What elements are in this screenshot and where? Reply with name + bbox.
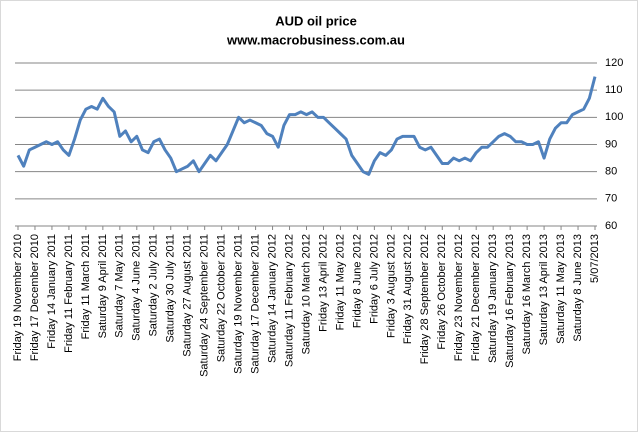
y-tick-label: 120	[605, 57, 623, 69]
x-tick-label: Friday 23 November 2012	[453, 234, 465, 361]
x-tick-label: Friday 14 January 2011	[46, 234, 58, 349]
y-tick-label: 60	[605, 220, 617, 232]
x-tick-label: Saturday 2 July 2011	[148, 234, 160, 337]
x-tick-label: Friday 19 November 2010	[12, 234, 24, 361]
x-tick-label: Saturday 10 March 2012	[300, 234, 312, 354]
x-tick-label: Saturday 11 February 2012	[283, 234, 295, 367]
x-tick-label: Friday 28 September 2012	[419, 234, 431, 364]
x-tick-label: Friday 21 December 2012	[470, 234, 482, 361]
x-tick-label: Friday 3 August 2012	[385, 234, 397, 338]
y-tick-label: 100	[605, 111, 623, 123]
y-tick-label: 70	[605, 193, 617, 205]
x-tick-label: Saturday 9 April 2011	[97, 234, 109, 338]
chart-subtitle: www.macrobusiness.com.au	[226, 32, 405, 47]
x-tick-label: Friday 11 May 2012	[334, 234, 346, 330]
x-tick-label: Saturday 27 August 2011	[182, 234, 194, 357]
x-tick-label: Saturday 19 January 2013	[487, 234, 499, 363]
x-tick-label: Saturday 11 May 2013	[555, 234, 567, 344]
chart-title: AUD oil price	[275, 13, 357, 28]
x-tick-label: Friday 26 October 2012	[436, 234, 448, 350]
x-tick-label: Friday 11 February 2011	[63, 234, 75, 353]
x-tick-label: Saturday 22 October 2011	[216, 234, 228, 362]
y-tick-label: 110	[605, 84, 623, 96]
x-tick-label: Saturday 24 September 2011	[199, 234, 211, 377]
x-tick-label: 5/07/2013	[589, 234, 601, 283]
data-line	[16, 76, 597, 176]
x-tick-label: Saturday 7 May 2011	[114, 234, 126, 338]
x-tick-label: Saturday 16 February 2013	[504, 234, 516, 368]
x-tick-label: Saturday 4 June 2011	[131, 234, 143, 341]
x-tick-label: Friday 11 March 2011	[80, 234, 92, 339]
x-tick-label: Saturday 14 January 2012	[266, 234, 278, 363]
x-tick-label: Friday 13 April 2012	[317, 234, 329, 332]
x-tick-label: Saturday 16 March 2013	[521, 234, 533, 354]
x-tick-label: Saturday 8 June 2013	[572, 234, 584, 342]
x-tick-label: Friday 6 July 2012	[368, 234, 380, 324]
x-tick-label: Saturday 30 July 2011	[165, 234, 177, 343]
y-tick-label: 80	[605, 166, 617, 178]
x-tick-label: Saturday 17 December 2011	[249, 234, 261, 374]
x-tick-label: Friday 17 December 2010	[29, 234, 41, 361]
x-tick-label: Friday 8 June 2012	[351, 234, 363, 328]
x-tick-label: Friday 31 August 2012	[402, 234, 414, 344]
y-tick-label: 90	[605, 138, 617, 150]
x-tick-label: Saturday 13 April 2013	[538, 234, 550, 345]
x-tick-label: Saturday 19 November 2011	[233, 234, 245, 374]
